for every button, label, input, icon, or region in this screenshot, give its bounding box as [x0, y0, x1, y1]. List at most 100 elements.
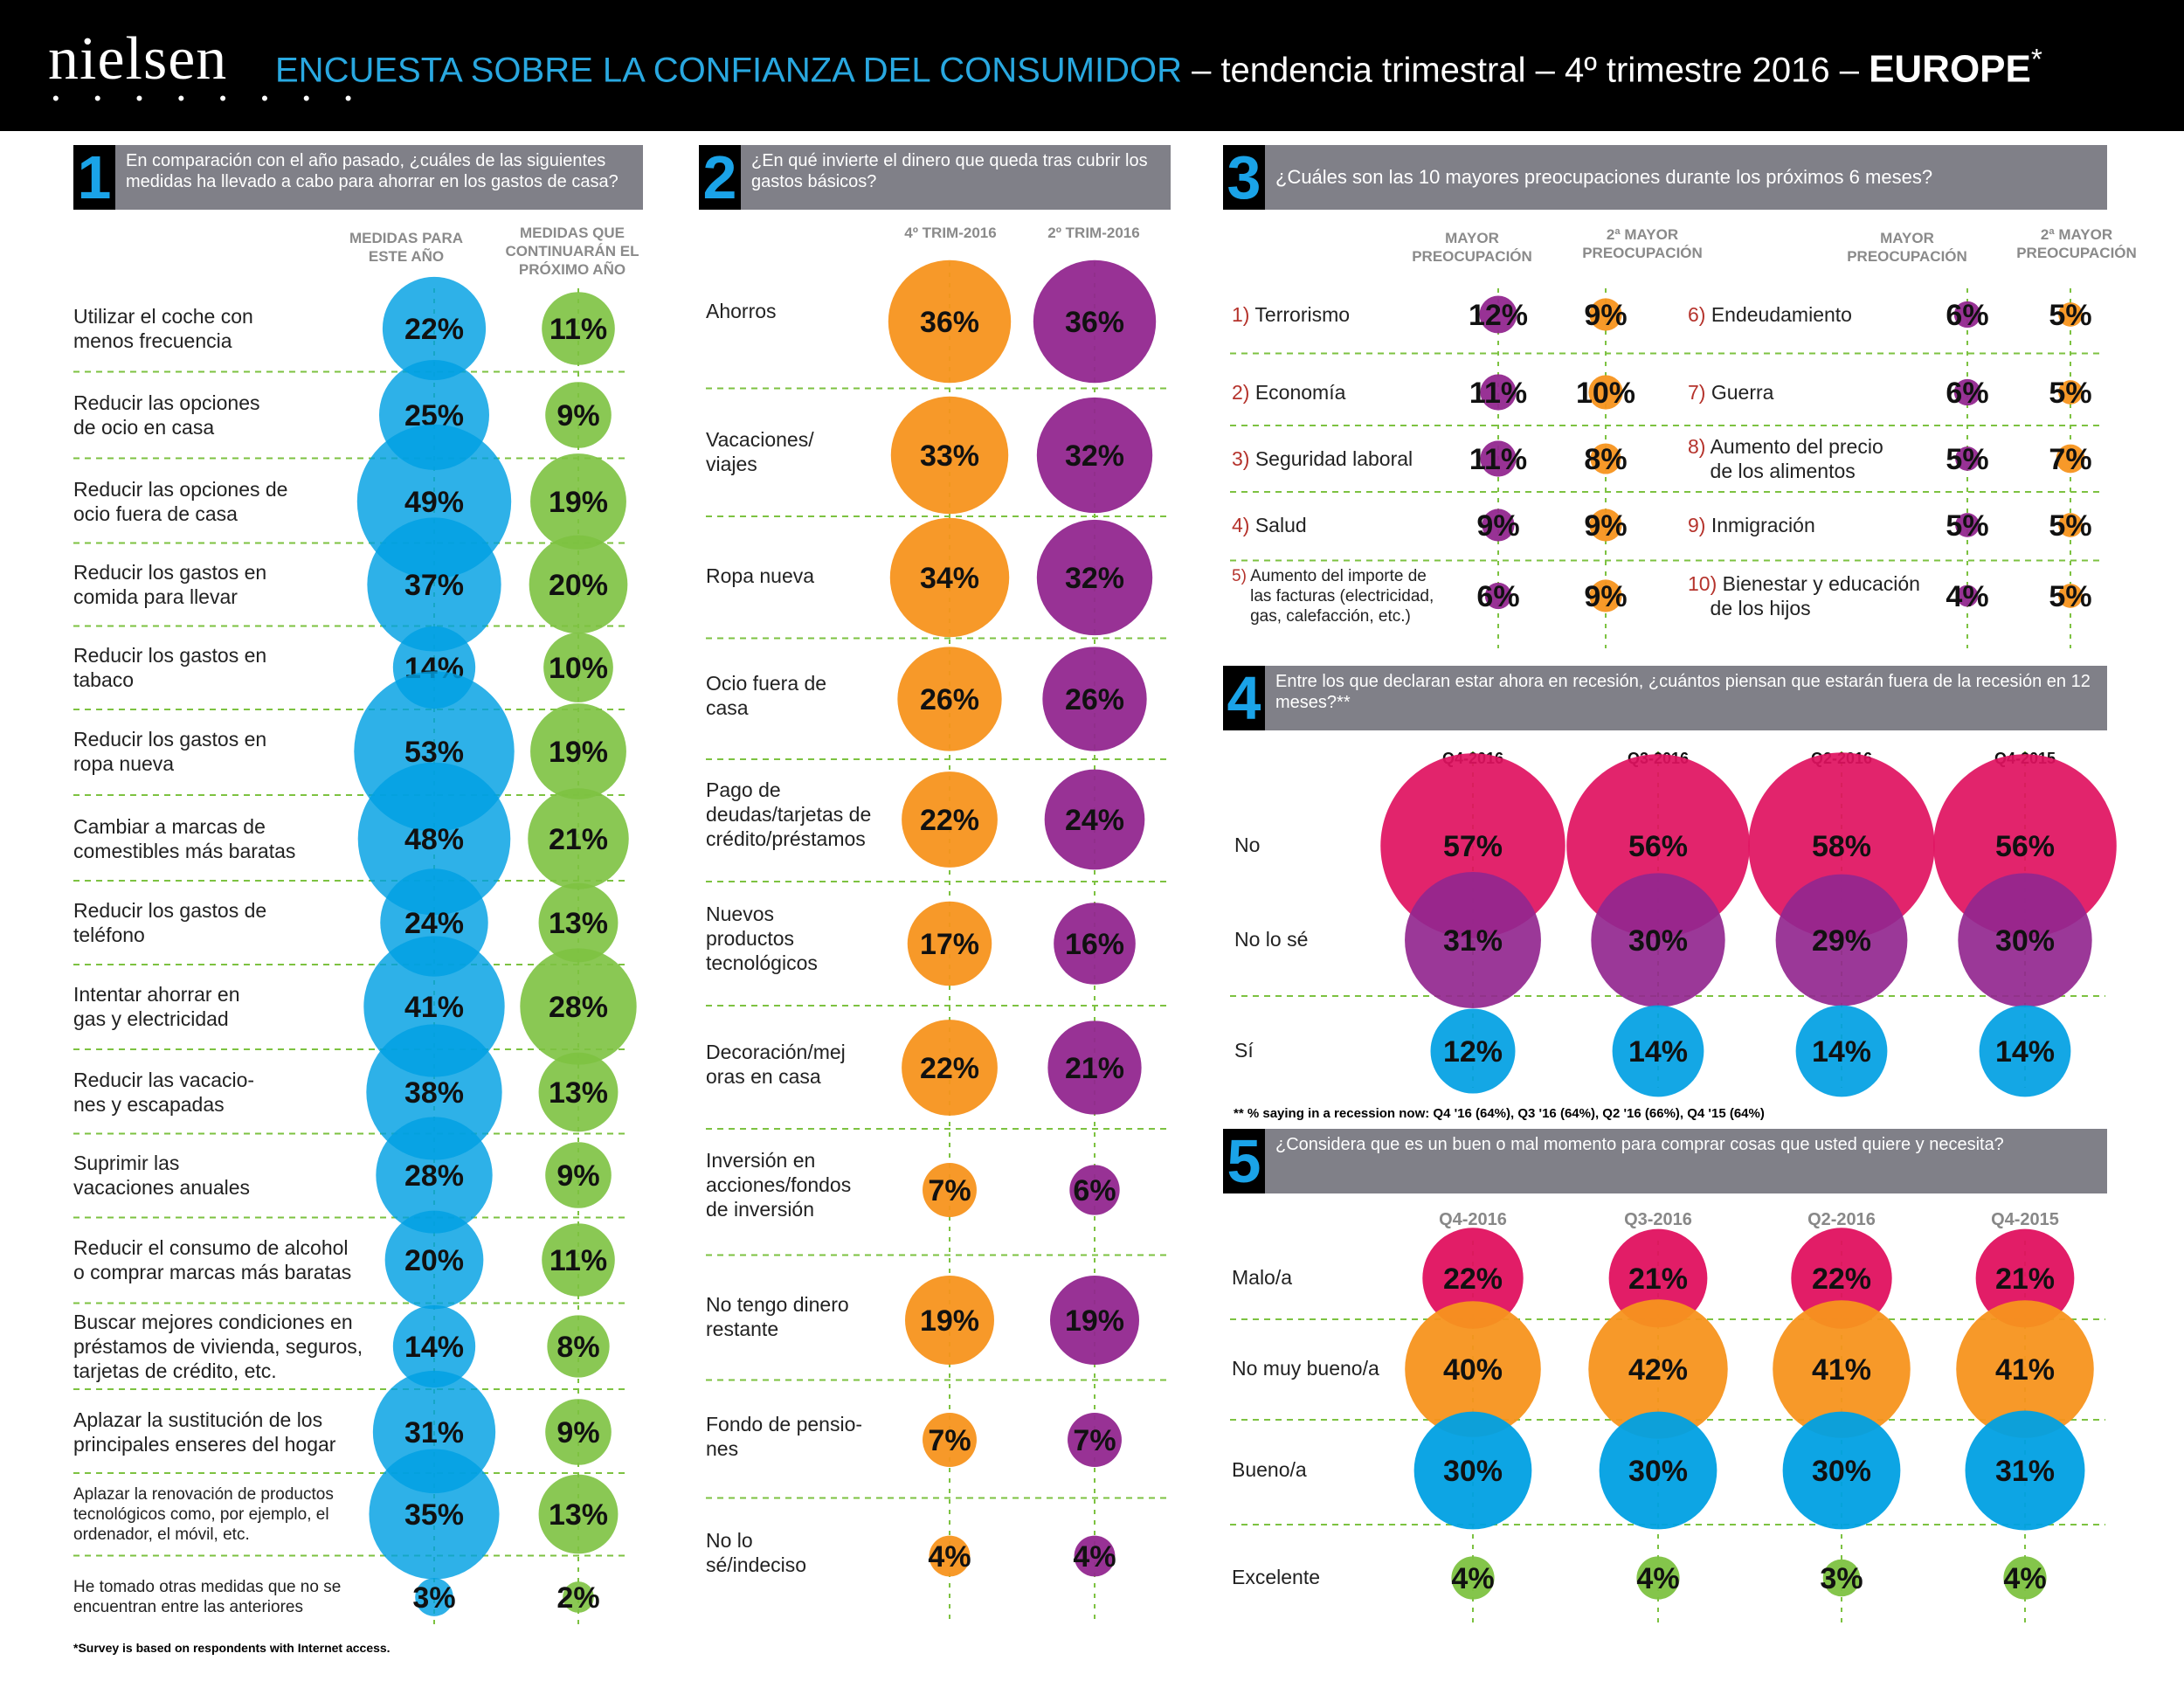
s3-top-concern-value: 11% [1469, 377, 1527, 410]
s3-second-concern-value: 5% [2049, 377, 2091, 410]
s3-second-concern-bubble [1589, 298, 1622, 331]
s3-row-label: 3) Seguridad laboral [1232, 447, 1413, 470]
s4-yes-bubble [1795, 1005, 1888, 1097]
s1-this-year-bubble [415, 1578, 453, 1616]
s4-yes-bubble [1979, 1005, 2071, 1097]
s3-second-concern-bubble [1590, 443, 1621, 474]
s1-this-year-value: 48% [404, 823, 464, 856]
s3-second-concern-bubble [2058, 380, 2083, 405]
s4-yes-value: 12% [1443, 1035, 1503, 1069]
header-bar [0, 0, 2184, 131]
s3-second-concern-value: 5% [2049, 509, 2091, 543]
s3-top-concern-bubble [1480, 374, 1517, 411]
s1-this-year-value: 37% [404, 569, 464, 602]
s1-next-year-bubble [543, 633, 613, 702]
s1-next-year-value: 19% [549, 486, 608, 519]
s5-bad-value: 21% [1995, 1263, 2055, 1296]
s5-period-label: Q4-2016 [1439, 1210, 1507, 1229]
s4-unknown-bubble [1405, 872, 1541, 1008]
section-5-number: 5 [1223, 1129, 1265, 1193]
s3-second-concern-value: 8% [1584, 443, 1627, 476]
s4-unknown-value: 30% [1628, 924, 1688, 958]
s1-next-year-value: 28% [549, 991, 608, 1024]
s1-this-year-value: 3% [412, 1581, 455, 1615]
s1-row-label: Reducir los gastos en tabaco [73, 644, 267, 691]
s1-this-year-value: 22% [404, 313, 464, 346]
section-5-question: ¿Considera que es un buen o mal momento … [1265, 1129, 2107, 1193]
s1-next-year-value: 13% [549, 907, 608, 940]
section-2-number: 2 [699, 145, 741, 210]
s2-q4-2016-value: 22% [920, 804, 979, 837]
section-3-col3-header: MAYOR PREOCUPACIÓN [1847, 230, 1967, 265]
s2-q2-2016-value: 21% [1065, 1052, 1124, 1085]
s1-this-year-value: 35% [404, 1498, 464, 1532]
s1-next-year-bubble [545, 382, 612, 448]
s2-row-label: Inversión en acciones/fondos de inversión [706, 1149, 852, 1221]
section-1-col1-header: MEDIDAS PARA ESTE AÑO [349, 230, 464, 265]
s3-second-concern-value: 5% [2049, 580, 2091, 613]
s3-second-concern-bubble [1589, 579, 1622, 612]
s1-next-year-value: 8% [556, 1331, 599, 1364]
s3-row-label: 4) Salud [1232, 514, 1307, 536]
s2-row-label: Ropa nueva [706, 564, 815, 587]
s3-second-concern-bubble [2058, 584, 2083, 608]
s3-second-concern-value: 10% [1576, 377, 1635, 410]
s4-yes-bubble [1430, 1008, 1516, 1094]
s2-q2-2016-bubble [1047, 1020, 1142, 1115]
s1-row-label: Reducir el consumo de alcohol o comprar m… [73, 1236, 352, 1283]
s1-next-year-value: 2% [556, 1581, 599, 1615]
s2-q4-2016-value: 4% [928, 1540, 971, 1574]
s3-second-concern-value: 9% [1584, 580, 1627, 613]
s2-q2-2016-value: 7% [1073, 1424, 1116, 1457]
s5-good-bubble [1782, 1411, 1901, 1530]
s3-second-concern-bubble [2056, 444, 2085, 474]
s2-q2-2016-value: 6% [1073, 1174, 1116, 1207]
s3-row-label: 2) Economía [1232, 381, 1346, 404]
survey-footnote: *Survey is based on respondents with Int… [73, 1641, 390, 1655]
s4-unknown-bubble [1591, 873, 1725, 1007]
s4-row-label: No lo sé [1234, 928, 1309, 951]
s3-top-concern-bubble [1480, 440, 1517, 477]
section-4-question: Entre los que declaran estar ahora en re… [1265, 666, 2107, 730]
s1-row-label: Buscar mejores condiciones en préstamos d… [73, 1311, 363, 1382]
s5-excellent-bubble [2003, 1556, 2047, 1600]
s2-q4-2016-bubble [907, 901, 992, 986]
s5-row-label: No muy bueno/a [1232, 1357, 1379, 1380]
s3-top-concern-bubble [1953, 301, 1981, 329]
s1-row-label: Cambiar a marcas de comestibles más barat… [73, 815, 296, 862]
s5-good-value: 30% [1443, 1455, 1503, 1488]
section-3-col2-header: 2ª MAYOR PREOCUPACIÓN [1582, 226, 1703, 261]
s2-row-label: Fondo de pensio-nes [706, 1413, 863, 1460]
s3-top-concern-bubble [1482, 508, 1515, 542]
s1-this-year-value: 49% [404, 486, 464, 519]
s5-not-good-value: 42% [1628, 1353, 1688, 1387]
s3-row-label: 8) Aumento del precio de los alimentos [1688, 435, 1883, 482]
s1-row-label: He tomado otras medidas que no se encuent… [73, 1578, 342, 1616]
s1-this-year-bubble [357, 762, 511, 916]
s3-top-concern-bubble [1479, 295, 1517, 334]
s5-period-label: Q3-2016 [1624, 1210, 1692, 1229]
s5-good-bubble [1599, 1411, 1717, 1530]
s4-no-value: 56% [1995, 830, 2055, 863]
s3-row-label: 1) Terrorismo [1232, 303, 1351, 326]
s1-next-year-value: 11% [549, 1244, 607, 1277]
title-main: ENCUESTA SOBRE LA CONFIANZA DEL CONSUMID… [275, 51, 1182, 90]
s2-row-label: Ocio fuera de casa [706, 672, 827, 719]
s1-next-year-bubble [529, 535, 628, 634]
s1-next-year-bubble [520, 948, 637, 1065]
s2-q2-2016-bubble [1033, 259, 1157, 384]
s5-excellent-value: 4% [1451, 1562, 1494, 1595]
s5-row-label: Malo/a [1232, 1266, 1293, 1289]
s1-next-year-bubble [542, 1223, 615, 1297]
s2-row-label: Nuevos productos tecnológicos [706, 903, 818, 974]
s1-next-year-bubble [528, 788, 629, 889]
s3-top-concern-value: 6% [1476, 580, 1519, 613]
s1-next-year-value: 13% [549, 1498, 608, 1532]
s5-bad-bubble [1608, 1228, 1708, 1328]
s3-top-concern-value: 5% [1946, 443, 1988, 476]
s5-good-value: 30% [1628, 1455, 1688, 1488]
s1-this-year-value: 38% [404, 1076, 464, 1110]
s5-not-good-value: 41% [1812, 1353, 1871, 1387]
s5-not-good-bubble [1405, 1301, 1541, 1437]
s2-row-label: Ahorros [706, 300, 777, 322]
